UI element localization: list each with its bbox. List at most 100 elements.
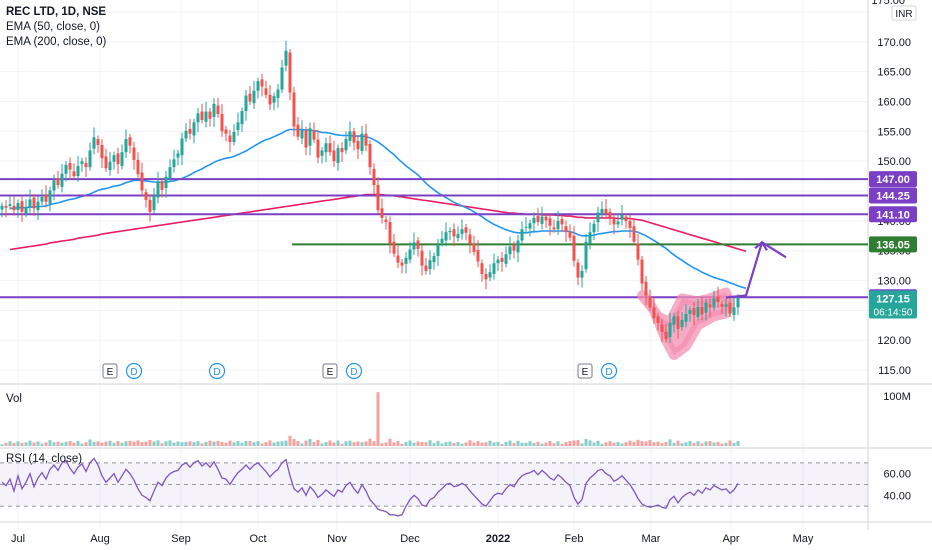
volume-bar [248, 440, 252, 446]
candle [120, 152, 124, 166]
candle [284, 50, 288, 66]
candle [716, 296, 720, 303]
candle [204, 111, 208, 122]
volume-bar [228, 440, 232, 446]
volume-bar [24, 442, 28, 446]
candle [628, 220, 632, 229]
candle [420, 250, 424, 266]
candle [568, 232, 572, 238]
candle [364, 133, 368, 146]
volume-bar [224, 442, 228, 446]
volume-bar [388, 438, 392, 446]
candle [456, 233, 460, 239]
volume-bar [644, 441, 648, 446]
candle [616, 221, 620, 225]
candle [36, 201, 40, 211]
volume-bar [676, 440, 680, 446]
volume-bar [40, 443, 44, 446]
candle [172, 159, 176, 168]
candle [300, 130, 304, 139]
candle [436, 244, 440, 257]
candle [88, 150, 92, 168]
candle [448, 230, 452, 233]
candle [192, 122, 196, 136]
price-tick-label: 160.00 [877, 96, 911, 108]
volume-bar [464, 442, 468, 446]
volume-bar [556, 441, 560, 446]
volume-bar [220, 441, 224, 446]
volume-bar [428, 440, 432, 446]
price-tick-label: 150.00 [877, 156, 911, 168]
rsi-line [1, 457, 739, 517]
volume-bar [208, 440, 212, 446]
candle [676, 316, 680, 329]
volume-bar [416, 441, 420, 446]
level-badge-label: 144.25 [876, 190, 910, 202]
volume-bar [384, 442, 388, 446]
candle [64, 164, 68, 174]
volume-bar [36, 441, 40, 446]
price-tick-label: 165.00 [877, 67, 911, 79]
volume-bar [704, 441, 708, 446]
volume-bar [672, 442, 676, 446]
ema50-legend: EMA (50, close, 0) [6, 21, 100, 33]
price-tick-label: 130.00 [877, 276, 911, 288]
candle [168, 167, 172, 179]
volume-bar [272, 442, 276, 446]
candle [288, 52, 292, 93]
volume-bar [516, 440, 520, 446]
volume-bar [688, 441, 692, 446]
candle [32, 197, 36, 209]
earnings-marker [577, 363, 593, 379]
volume-bar [44, 442, 48, 446]
volume-bar [340, 443, 344, 446]
candle [72, 171, 76, 177]
candle [732, 307, 736, 316]
candle [432, 256, 436, 263]
candle [632, 226, 636, 242]
volume-bar [356, 441, 360, 446]
projection-arrow-head [754, 240, 768, 251]
volume-bar [328, 440, 332, 446]
volume-bar [396, 441, 400, 446]
candle [344, 139, 348, 151]
candle [680, 319, 684, 328]
candle [592, 223, 596, 233]
time-axis-label: Nov [327, 533, 347, 545]
volume-bar [648, 440, 652, 446]
candle [652, 307, 656, 319]
earnings-marker-label: E [327, 367, 334, 378]
candle [92, 137, 96, 149]
volume-bar [636, 439, 640, 446]
time-axis-label: Feb [565, 533, 584, 545]
candle [0, 205, 4, 210]
candle [500, 257, 504, 263]
volume-bar [496, 441, 500, 446]
volume-bar [308, 439, 312, 446]
rsi-tick-label: 40.00 [883, 490, 911, 502]
volume-bar [32, 442, 36, 446]
candle [296, 124, 300, 137]
dividend-marker [208, 362, 226, 380]
candle [552, 227, 556, 230]
candle [68, 162, 72, 170]
candle [488, 272, 492, 278]
price-tick-label: 120.00 [877, 335, 911, 347]
volume-bar [288, 435, 292, 446]
volume-bar [616, 441, 620, 446]
volume-bar [312, 442, 316, 446]
candle [212, 103, 216, 117]
volume-bar [380, 443, 384, 446]
candle [672, 316, 676, 325]
candle [416, 240, 420, 249]
candle [48, 190, 52, 204]
candle [428, 260, 432, 270]
volume-bar [244, 440, 248, 446]
volume-bar [120, 442, 124, 446]
volume-bar [552, 443, 556, 446]
volume-bar [404, 441, 408, 446]
volume-bar [172, 442, 176, 446]
volume-bar [192, 442, 196, 446]
candle [444, 232, 448, 241]
candle [452, 229, 456, 237]
